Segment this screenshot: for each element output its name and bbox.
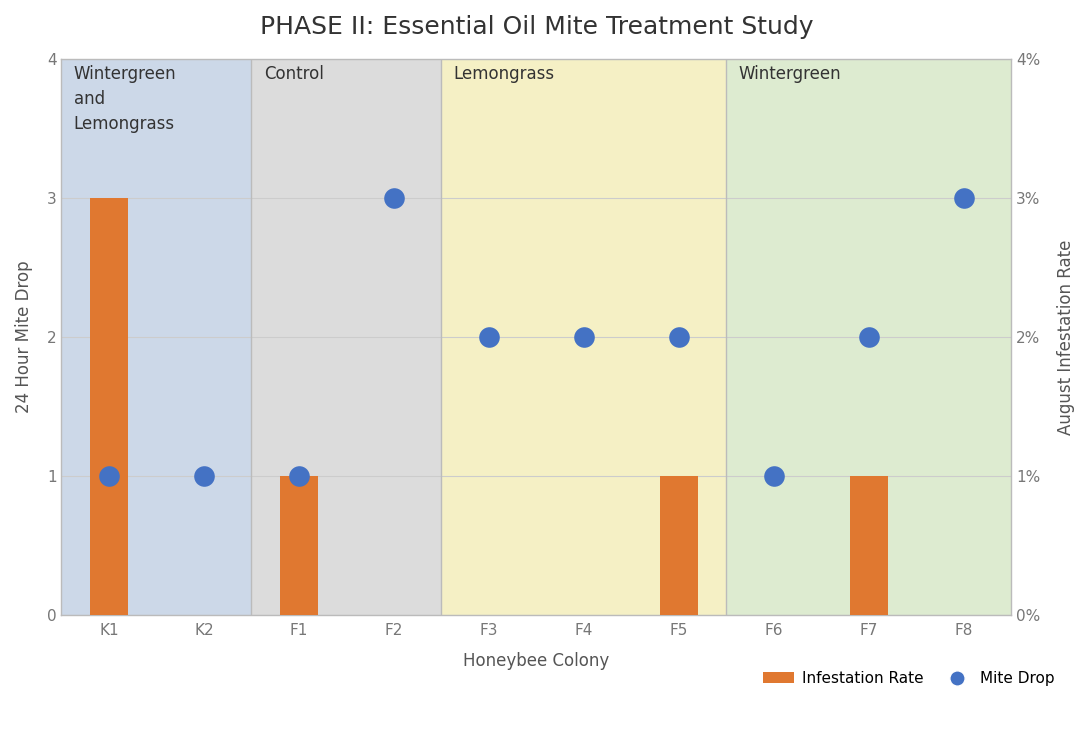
Point — [385, 192, 402, 204]
Y-axis label: 24 Hour Mite Drop: 24 Hour Mite Drop — [15, 261, 33, 413]
Point — [100, 470, 118, 482]
Bar — [61, 59, 252, 615]
Point — [670, 331, 688, 343]
Point — [290, 470, 307, 482]
Title: PHASE II: Essential Oil Mite Treatment Study: PHASE II: Essential Oil Mite Treatment S… — [259, 15, 813, 39]
Y-axis label: August Infestation Rate: August Infestation Rate — [1057, 239, 1075, 434]
Bar — [90, 198, 128, 615]
Text: Lemongrass: Lemongrass — [453, 65, 555, 82]
Point — [576, 331, 593, 343]
Bar — [441, 59, 726, 615]
Text: Wintergreen: Wintergreen — [739, 65, 841, 82]
Legend: Infestation Rate, Mite Drop: Infestation Rate, Mite Drop — [758, 665, 1061, 693]
Bar — [252, 59, 441, 615]
Point — [860, 331, 877, 343]
Text: Wintergreen
and
Lemongrass: Wintergreen and Lemongrass — [74, 65, 177, 133]
Text: Control: Control — [264, 65, 324, 82]
Bar — [659, 476, 698, 615]
Bar — [726, 59, 1012, 615]
X-axis label: Honeybee Colony: Honeybee Colony — [463, 652, 609, 670]
Bar — [280, 476, 318, 615]
Point — [195, 470, 213, 482]
Point — [765, 470, 783, 482]
Point — [480, 331, 497, 343]
Bar — [850, 476, 887, 615]
Point — [955, 192, 972, 204]
